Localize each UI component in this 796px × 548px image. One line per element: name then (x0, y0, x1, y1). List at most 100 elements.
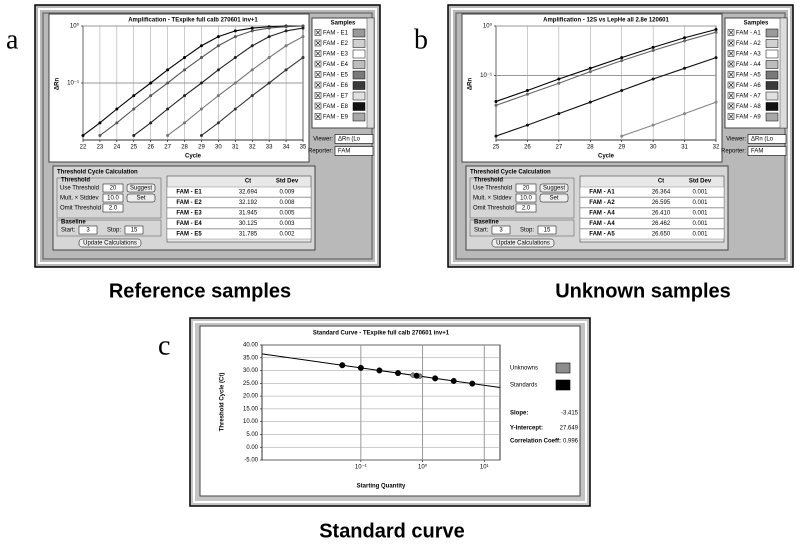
sample-name: FAM - E6 (323, 83, 349, 89)
sample-name: FAM - E2 (323, 41, 349, 47)
data-point (149, 94, 152, 97)
table-cell: 0.001 (692, 232, 708, 238)
sample-color[interactable] (353, 50, 365, 58)
sample-color[interactable] (766, 82, 778, 90)
y-tick-label: 10⁻¹ (67, 81, 79, 87)
table-cell: FAM - E5 (176, 232, 202, 238)
sample-color[interactable] (766, 40, 778, 48)
table-cell: FAM - E4 (176, 221, 202, 227)
sample-name: FAM - A1 (736, 31, 761, 37)
sample-color[interactable] (766, 29, 778, 37)
sample-color[interactable] (353, 92, 365, 100)
data-point (200, 107, 203, 110)
sample-color[interactable] (766, 103, 778, 111)
sample-color[interactable] (766, 50, 778, 58)
data-point (620, 89, 623, 92)
y-tick-label: 5.00 (246, 432, 258, 438)
table-cell: 0.003 (279, 221, 295, 227)
field-label: Stop: (107, 228, 121, 234)
data-point (495, 104, 498, 107)
sample-color[interactable] (766, 92, 778, 100)
data-point (132, 134, 135, 137)
button-label: Set (136, 196, 145, 202)
data-point (183, 121, 186, 124)
sample-name: FAM - A5 (736, 73, 761, 79)
data-point (268, 82, 271, 85)
data-point (652, 78, 655, 81)
chart-title: Amplification - 12S vs LepHe all 2.8e 12… (543, 18, 669, 24)
data-point (495, 100, 498, 103)
y-tick-label: 35.00 (243, 355, 259, 361)
sample-name: FAM - A4 (736, 62, 761, 68)
stat-value: -3.415 (561, 411, 579, 417)
table-cell: 0.002 (279, 232, 295, 238)
data-point (251, 27, 254, 30)
sample-color[interactable] (353, 82, 365, 90)
data-point (217, 121, 220, 124)
group-title: Threshold (474, 178, 503, 184)
sample-color[interactable] (353, 40, 365, 48)
x-tick-label: 24 (114, 145, 121, 151)
caption: Standard curve (319, 520, 465, 542)
x-tick-label: 33 (266, 145, 273, 151)
data-point (251, 44, 254, 47)
sample-name: FAM - A2 (736, 41, 761, 47)
y-tick-label: 10⁰ (70, 23, 80, 30)
x-tick-label: 31 (232, 145, 239, 151)
field-label: Use Threshold (473, 186, 512, 192)
data-point (715, 31, 718, 34)
data-point (339, 362, 345, 368)
sample-color[interactable] (353, 29, 365, 37)
table-cell: 31.785 (239, 232, 258, 238)
data-point (683, 67, 686, 70)
data-point (200, 82, 203, 85)
data-point (395, 370, 401, 376)
data-point (200, 44, 203, 47)
x-tick-label: 34 (283, 145, 290, 151)
data-point (285, 68, 288, 71)
data-point (620, 56, 623, 59)
data-point (358, 365, 364, 371)
data-point (432, 376, 438, 382)
table-header: Std Dev (689, 179, 712, 185)
data-point (620, 135, 623, 138)
data-point (557, 78, 560, 81)
legend-swatch (556, 380, 570, 390)
data-point (166, 107, 169, 110)
chart-title: Standard Curve - TExpike full calb 27060… (313, 331, 450, 337)
panel-letter: c (158, 330, 170, 361)
sample-color[interactable] (353, 71, 365, 79)
y-tick-label: 30.00 (243, 368, 259, 374)
sample-color[interactable] (353, 103, 365, 111)
table-cell: 26.410 (652, 211, 671, 217)
sample-color[interactable] (766, 71, 778, 79)
table-cell: FAM - E3 (176, 211, 202, 217)
field-label: Use Threshold (60, 186, 99, 192)
data-point (115, 121, 118, 124)
field-label: Mult. × Stddev (60, 196, 99, 202)
data-point (251, 29, 254, 32)
sample-color[interactable] (353, 113, 365, 121)
sample-color[interactable] (766, 113, 778, 121)
data-point (285, 44, 288, 47)
scrollbar (780, 18, 787, 128)
x-tick-label: 32 (713, 145, 720, 151)
data-point (683, 36, 686, 39)
table-cell: FAM - A2 (589, 200, 615, 206)
sample-name: FAM - A9 (736, 115, 761, 121)
table-cell: FAM - A5 (589, 232, 615, 238)
data-point (285, 25, 288, 28)
sample-color[interactable] (353, 61, 365, 69)
panel-letter: b (414, 24, 428, 55)
sample-color[interactable] (766, 61, 778, 69)
data-point (652, 49, 655, 52)
data-point (302, 56, 305, 59)
menu-value: ΔRn (Lo (751, 137, 774, 143)
table-cell: 0.001 (692, 200, 708, 206)
x-tick-label: 10⁻¹ (355, 465, 367, 471)
x-tick-label: 35 (300, 145, 307, 151)
table-cell: 26.462 (652, 221, 671, 227)
data-point (200, 56, 203, 59)
x-tick-label: 25 (130, 145, 137, 151)
x-tick-label: 26 (524, 145, 531, 151)
